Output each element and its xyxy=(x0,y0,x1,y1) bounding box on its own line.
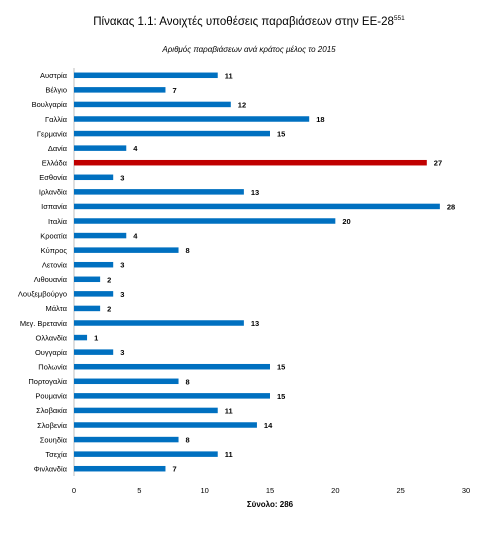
data-label: 20 xyxy=(342,217,350,226)
category-label: Κροατία xyxy=(40,231,67,240)
data-label: 27 xyxy=(434,159,442,168)
category-label: Ιταλία xyxy=(48,217,68,226)
data-label: 4 xyxy=(133,232,138,241)
bar xyxy=(74,451,218,457)
bar xyxy=(74,145,127,151)
bar xyxy=(74,305,101,312)
data-label: 13 xyxy=(251,319,259,328)
category-label: Βέλγιο xyxy=(45,86,67,95)
x-tick-label: 25 xyxy=(396,486,404,495)
x-tick-label: 10 xyxy=(200,486,208,495)
data-label: 4 xyxy=(133,144,138,153)
bar xyxy=(74,378,179,385)
category-label: Σλοβακία xyxy=(36,406,68,415)
x-tick-label: 5 xyxy=(137,486,141,495)
bar xyxy=(74,174,114,181)
category-label: Τσεχία xyxy=(45,450,67,459)
data-label: 7 xyxy=(172,465,176,474)
category-label: Ρουμανία xyxy=(35,392,67,401)
x-tick-label: 20 xyxy=(331,486,339,495)
category-label: Λετονία xyxy=(42,261,68,270)
data-label: 2 xyxy=(107,275,111,284)
data-label: 8 xyxy=(186,436,190,445)
data-label: 1 xyxy=(94,334,98,343)
bar xyxy=(74,159,427,166)
category-label: Μάλτα xyxy=(45,304,67,313)
data-label: 8 xyxy=(186,246,190,255)
category-label: Ελλάδα xyxy=(42,159,68,168)
data-label: 13 xyxy=(251,188,259,197)
data-label: 15 xyxy=(277,392,285,401)
data-label: 15 xyxy=(277,363,285,372)
category-label: Σλοβενία xyxy=(37,421,68,430)
category-label: Γερμανία xyxy=(37,129,68,138)
category-label: Κύπρος xyxy=(41,246,68,255)
chart-title: Πίνακας 1.1: Ανοιχτές υποθέσεις παραβιάσ… xyxy=(0,15,498,28)
category-label: Ισπανία xyxy=(41,202,68,211)
data-label: 18 xyxy=(316,115,324,124)
bar xyxy=(74,247,179,253)
bar xyxy=(74,291,114,297)
data-label: 3 xyxy=(120,290,124,299)
data-label: 7 xyxy=(172,86,176,95)
category-label: Γαλλία xyxy=(45,115,68,124)
category-label: Αυστρία xyxy=(40,71,68,80)
bar xyxy=(74,465,166,472)
bar xyxy=(74,116,310,122)
data-label: 3 xyxy=(120,173,124,182)
bar xyxy=(74,218,336,224)
bar xyxy=(74,276,101,283)
category-label: Ολλανδία xyxy=(36,333,68,342)
data-label: 3 xyxy=(120,348,124,357)
bar xyxy=(74,436,179,443)
x-axis-label: Σύνολο: 286 xyxy=(247,500,294,509)
bar xyxy=(74,349,114,355)
category-label: Μεγ. Βρετανία xyxy=(20,319,68,328)
data-label: 15 xyxy=(277,130,285,139)
bar xyxy=(74,87,166,93)
data-label: 11 xyxy=(225,450,233,459)
data-label: 14 xyxy=(264,421,273,430)
category-label: Ουγγαρία xyxy=(35,348,68,357)
data-label: 3 xyxy=(120,261,124,270)
category-label: Βουλγαρία xyxy=(32,100,68,109)
category-label: Λιθουανία xyxy=(34,275,68,284)
bar xyxy=(74,363,270,370)
data-label: 12 xyxy=(238,100,246,109)
category-label: Εσθονία xyxy=(39,173,67,182)
category-label: Φινλανδία xyxy=(34,465,68,474)
bar xyxy=(74,407,218,414)
category-label: Ιρλανδία xyxy=(39,188,68,197)
title-text: Πίνακας 1.1: Ανοιχτές υποθέσεις παραβιάσ… xyxy=(93,16,394,28)
category-label: Πορτογαλία xyxy=(28,377,67,386)
x-tick-label: 15 xyxy=(266,486,274,495)
data-label: 2 xyxy=(107,304,111,313)
bar xyxy=(74,189,244,195)
bar xyxy=(74,422,257,428)
category-label: Σουηδία xyxy=(40,435,68,444)
title-footnote: 551 xyxy=(393,15,405,23)
x-tick-label: 30 xyxy=(462,486,470,495)
bar xyxy=(74,261,114,268)
bar xyxy=(74,334,88,341)
category-label: Πολωνία xyxy=(38,363,67,372)
bar xyxy=(74,320,244,326)
chart-subtitle: Αριθμός παραβιάσεων ανά κράτος μέλος το … xyxy=(162,45,336,54)
bar xyxy=(74,203,440,210)
data-label: 11 xyxy=(225,71,233,80)
category-label: Δανία xyxy=(48,144,68,153)
data-label: 28 xyxy=(447,202,455,211)
category-label: Λουξεμβούργο xyxy=(18,290,67,299)
bar xyxy=(74,393,270,399)
x-tick-label: 0 xyxy=(72,486,76,495)
bar xyxy=(74,130,270,137)
bar xyxy=(74,101,231,108)
bar xyxy=(74,232,127,239)
data-label: 11 xyxy=(225,406,233,415)
data-label: 8 xyxy=(186,377,190,386)
bar xyxy=(74,72,218,79)
